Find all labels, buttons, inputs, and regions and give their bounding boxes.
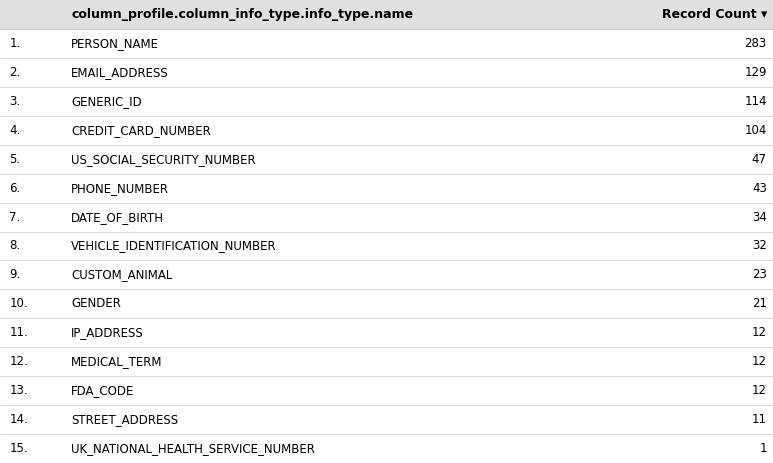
Bar <box>0 0 773 29</box>
Text: MEDICAL_TERM: MEDICAL_TERM <box>71 355 162 368</box>
Text: 11: 11 <box>752 413 767 426</box>
Text: 7.: 7. <box>9 211 21 224</box>
Text: 4.: 4. <box>9 124 21 137</box>
Text: column_profile.column_info_type.info_type.name: column_profile.column_info_type.info_typ… <box>71 8 414 21</box>
Bar <box>0 434 773 463</box>
Text: STREET_ADDRESS: STREET_ADDRESS <box>71 413 179 426</box>
Text: 6.: 6. <box>9 181 21 194</box>
Text: 12: 12 <box>752 326 767 339</box>
Bar <box>0 58 773 87</box>
Text: 21: 21 <box>752 297 767 310</box>
Bar <box>0 116 773 144</box>
Text: 104: 104 <box>744 124 767 137</box>
Text: 1.: 1. <box>9 37 21 50</box>
Text: CUSTOM_ANIMAL: CUSTOM_ANIMAL <box>71 269 172 282</box>
Text: PHONE_NUMBER: PHONE_NUMBER <box>71 181 169 194</box>
Text: 5.: 5. <box>9 153 20 166</box>
Bar <box>0 347 773 376</box>
Bar <box>0 232 773 260</box>
Text: 10.: 10. <box>9 297 28 310</box>
Text: 1: 1 <box>759 442 767 455</box>
Bar <box>0 203 773 232</box>
Text: CREDIT_CARD_NUMBER: CREDIT_CARD_NUMBER <box>71 124 211 137</box>
Text: FDA_CODE: FDA_CODE <box>71 384 135 397</box>
Text: VEHICLE_IDENTIFICATION_NUMBER: VEHICLE_IDENTIFICATION_NUMBER <box>71 239 277 252</box>
Text: EMAIL_ADDRESS: EMAIL_ADDRESS <box>71 66 169 79</box>
Text: 12: 12 <box>752 384 767 397</box>
Bar <box>0 87 773 116</box>
Text: UK_NATIONAL_HEALTH_SERVICE_NUMBER: UK_NATIONAL_HEALTH_SERVICE_NUMBER <box>71 442 315 455</box>
Text: 15.: 15. <box>9 442 28 455</box>
Text: 14.: 14. <box>9 413 28 426</box>
Text: 9.: 9. <box>9 269 21 282</box>
Text: 47: 47 <box>752 153 767 166</box>
Text: 2.: 2. <box>9 66 21 79</box>
Bar <box>0 29 773 58</box>
Text: GENERIC_ID: GENERIC_ID <box>71 95 142 108</box>
Text: 283: 283 <box>744 37 767 50</box>
Text: IP_ADDRESS: IP_ADDRESS <box>71 326 144 339</box>
Text: DATE_OF_BIRTH: DATE_OF_BIRTH <box>71 211 164 224</box>
Text: GENDER: GENDER <box>71 297 121 310</box>
Bar <box>0 260 773 289</box>
Text: 8.: 8. <box>9 239 20 252</box>
Text: 23: 23 <box>752 269 767 282</box>
Text: 3.: 3. <box>9 95 20 108</box>
Text: 11.: 11. <box>9 326 28 339</box>
Bar <box>0 144 773 174</box>
Bar <box>0 376 773 405</box>
Text: 43: 43 <box>752 181 767 194</box>
Text: 12.: 12. <box>9 355 28 368</box>
Bar <box>0 319 773 347</box>
Text: 13.: 13. <box>9 384 28 397</box>
Text: PERSON_NAME: PERSON_NAME <box>71 37 159 50</box>
Text: US_SOCIAL_SECURITY_NUMBER: US_SOCIAL_SECURITY_NUMBER <box>71 153 256 166</box>
Text: 129: 129 <box>744 66 767 79</box>
Bar <box>0 289 773 319</box>
Bar <box>0 174 773 203</box>
Text: Record Count ▾: Record Count ▾ <box>662 8 767 21</box>
Text: 34: 34 <box>752 211 767 224</box>
Bar <box>0 405 773 434</box>
Text: 32: 32 <box>752 239 767 252</box>
Text: 12: 12 <box>752 355 767 368</box>
Text: 114: 114 <box>744 95 767 108</box>
